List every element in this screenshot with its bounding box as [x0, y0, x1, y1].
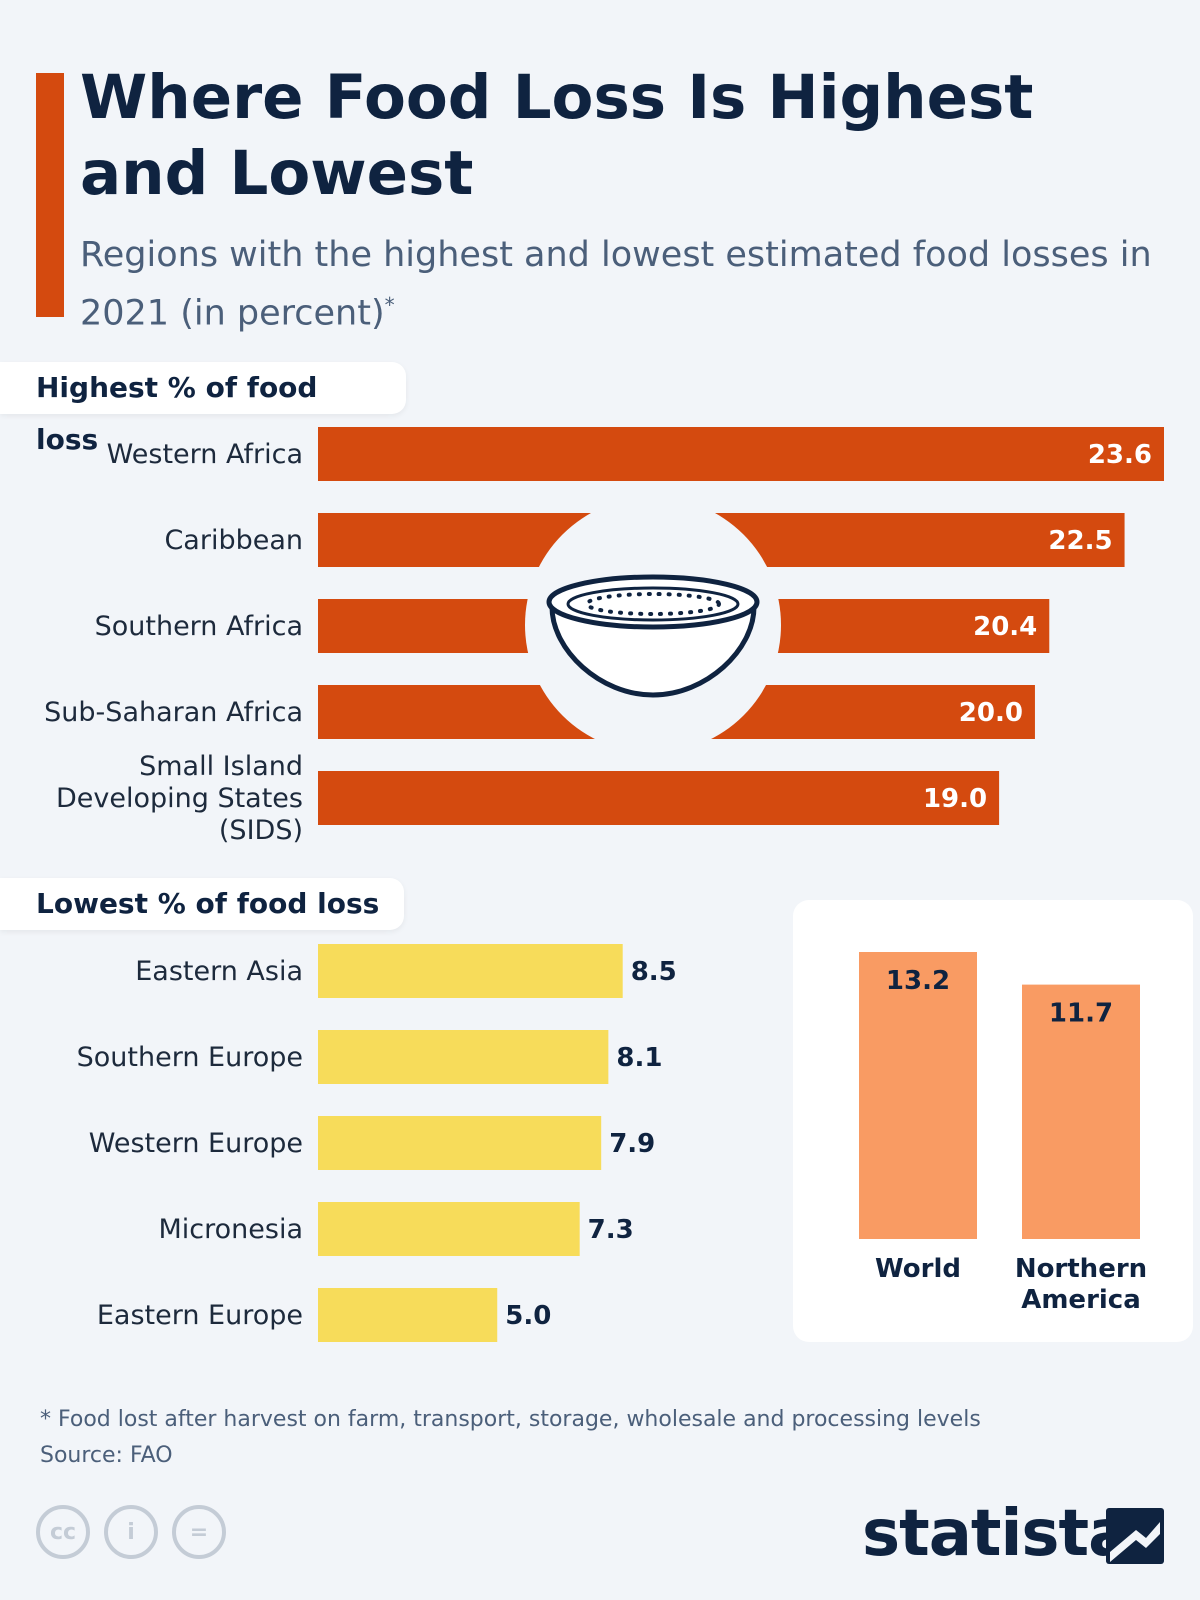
highest-category-label: Sub-Saharan Africa — [44, 697, 303, 728]
title-accent-bar — [36, 73, 64, 317]
page-subtitle: Regions with the highest and lowest esti… — [80, 230, 1180, 339]
inset-category-label: World — [875, 1254, 961, 1284]
lowest-category-label: Eastern Asia — [135, 956, 303, 987]
brand-logo[interactable]: statista — [862, 1497, 1131, 1571]
lowest-category-label: Eastern Europe — [97, 1300, 303, 1331]
highest-category-label: Small Island — [139, 751, 303, 782]
license-badges: cc i = — [36, 1505, 226, 1559]
lowest-value-label: 8.5 — [631, 957, 677, 987]
attribution-icon[interactable]: i — [104, 1505, 158, 1559]
cc-icon[interactable]: cc — [36, 1505, 90, 1559]
lowest-value-label: 8.1 — [616, 1043, 662, 1073]
footnote: * Food lost after harvest on farm, trans… — [40, 1407, 981, 1432]
inset-value-label: 11.7 — [1049, 999, 1113, 1029]
bowl-icon — [525, 497, 781, 753]
highest-category-label: Caribbean — [164, 525, 303, 556]
lowest-category-label: Micronesia — [158, 1214, 303, 1245]
highest-bar — [318, 427, 1164, 481]
subtitle-text: Regions with the highest and lowest esti… — [80, 235, 1152, 334]
highest-category-label: Southern Africa — [95, 611, 303, 642]
highest-value-label: 20.0 — [959, 698, 1023, 728]
statista-logo-icon — [1106, 1508, 1164, 1564]
lowest-category-label: Western Europe — [89, 1128, 303, 1159]
section-title-highest: Highest % of food loss — [0, 362, 406, 456]
subtitle-footnote-mark: * — [384, 293, 395, 317]
highest-value-label: 20.4 — [973, 612, 1037, 642]
highest-value-label: 19.0 — [923, 784, 987, 814]
lowest-bar — [318, 1202, 580, 1256]
no-derivatives-icon[interactable]: = — [172, 1505, 226, 1559]
source-note: Source: FAO — [40, 1443, 173, 1468]
lowest-bar — [318, 1030, 609, 1084]
inset-category-label: America — [1021, 1285, 1141, 1315]
lowest-bar — [318, 1288, 498, 1342]
inset-bar — [1022, 984, 1140, 1239]
lowest-value-label: 7.3 — [588, 1215, 634, 1245]
lowest-bar — [318, 944, 623, 998]
inset-value-label: 13.2 — [886, 966, 950, 996]
highest-category-label: Developing States — [56, 783, 303, 814]
lowest-bar — [318, 1116, 602, 1170]
highest-value-label: 23.6 — [1088, 440, 1152, 470]
highest-value-label: 22.5 — [1048, 526, 1112, 556]
lowest-category-label: Southern Europe — [77, 1042, 303, 1073]
highest-category-label: Western Africa — [107, 439, 303, 470]
highest-bar — [318, 771, 1000, 825]
inset-bar — [859, 952, 977, 1239]
section-title-lowest: Lowest % of food loss — [0, 878, 404, 930]
lowest-value-label: 7.9 — [609, 1129, 655, 1159]
lowest-bar-chart: Eastern Asia 8.5 Southern Europe 8.1 Western… — [77, 944, 677, 1342]
inset-category-label: Northern — [1015, 1254, 1147, 1284]
page-title: Where Food Loss Is Highest and Lowest — [80, 62, 1034, 209]
highest-category-label: (SIDS) — [219, 815, 303, 846]
lowest-value-label: 5.0 — [505, 1301, 551, 1331]
